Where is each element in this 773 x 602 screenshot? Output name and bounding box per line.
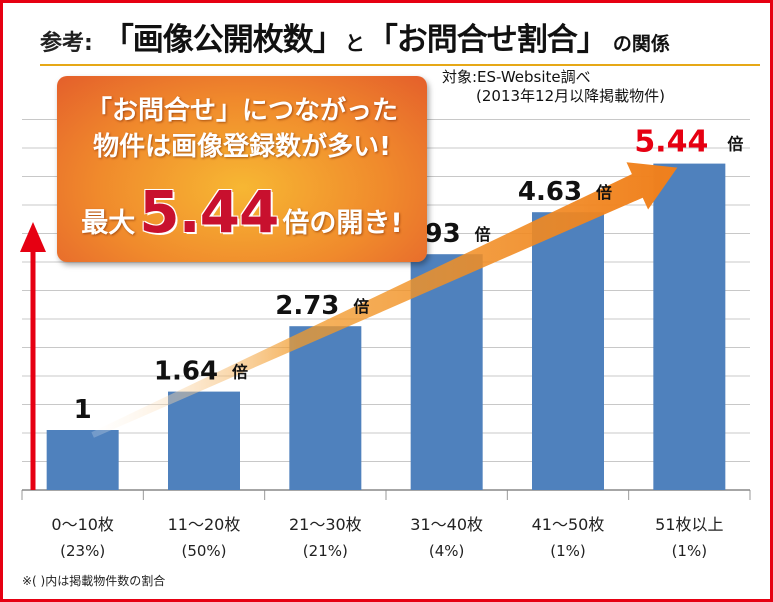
bar-2 <box>168 391 240 490</box>
title-underline <box>40 64 760 66</box>
value-unit-6: 倍 <box>727 135 743 154</box>
title-conj: と <box>344 31 365 55</box>
value-unit-2: 倍 <box>232 363 248 382</box>
category-share-2: (50%) <box>181 542 226 560</box>
trend-arrow <box>91 162 678 438</box>
title-part1: 「画像公開枚数」 <box>102 22 344 58</box>
value-label-2: 1.64 <box>154 357 218 387</box>
category-label-5: 41〜50枚 <box>532 515 605 534</box>
category-label-2: 11〜20枚 <box>168 515 241 534</box>
bar-1 <box>46 430 119 490</box>
callout-max-suffix: 倍の開き! <box>282 208 403 239</box>
callout-max-value: 5.44 <box>139 178 279 246</box>
value-unit-4: 倍 <box>475 225 491 244</box>
title-suffix: の関係 <box>612 33 670 55</box>
bar-6 <box>653 163 726 490</box>
callout-box: 「お問合せ」につながった 物件は画像登録数が多い! 最大 5.44 倍の開き! <box>57 76 427 262</box>
callout-line3: 最大 5.44 倍の開き! <box>57 178 427 246</box>
category-share-1: (23%) <box>60 542 105 560</box>
value-unit-3: 倍 <box>353 297 369 316</box>
source-note: 対象:ES-Website調べ (2013年12月以降掲載物件) <box>442 68 762 106</box>
category-share-6: (1%) <box>672 542 708 560</box>
category-share-4: (4%) <box>429 542 465 560</box>
source-line2: (2013年12月以降掲載物件) <box>476 87 665 105</box>
y-axis-arrow-head <box>20 222 46 252</box>
value-label-5: 4.63 <box>518 177 582 207</box>
category-label-1: 0〜10枚 <box>51 515 114 534</box>
source-line1: 対象:ES-Website調べ <box>442 68 591 86</box>
category-label-4: 31〜40枚 <box>410 515 483 534</box>
chart-title: 参考: 「画像公開枚数」 と 「お問合せ割合」 の関係 <box>40 14 770 58</box>
callout-line2: 物件は画像登録数が多い! <box>93 132 391 162</box>
category-label-3: 21〜30枚 <box>289 515 362 534</box>
bar-5 <box>532 212 604 490</box>
bar-3 <box>289 326 362 490</box>
title-part2: 「お問合せ割合」 <box>366 22 608 58</box>
category-share-5: (1%) <box>550 542 586 560</box>
callout-line1: 「お問合せ」につながった <box>85 96 398 126</box>
value-label-1: 1 <box>74 395 92 425</box>
value-unit-5: 倍 <box>596 183 612 202</box>
title-prefix: 参考: <box>40 31 93 56</box>
category-label-6: 51枚以上 <box>655 515 723 534</box>
value-label-3: 2.73 <box>275 291 339 321</box>
category-share-3: (21%) <box>303 542 348 560</box>
callout-max-label: 最大 <box>81 208 136 239</box>
footnote: ※( )内は掲載物件数の割合 <box>22 574 166 588</box>
value-label-6: 5.44 <box>634 125 708 160</box>
